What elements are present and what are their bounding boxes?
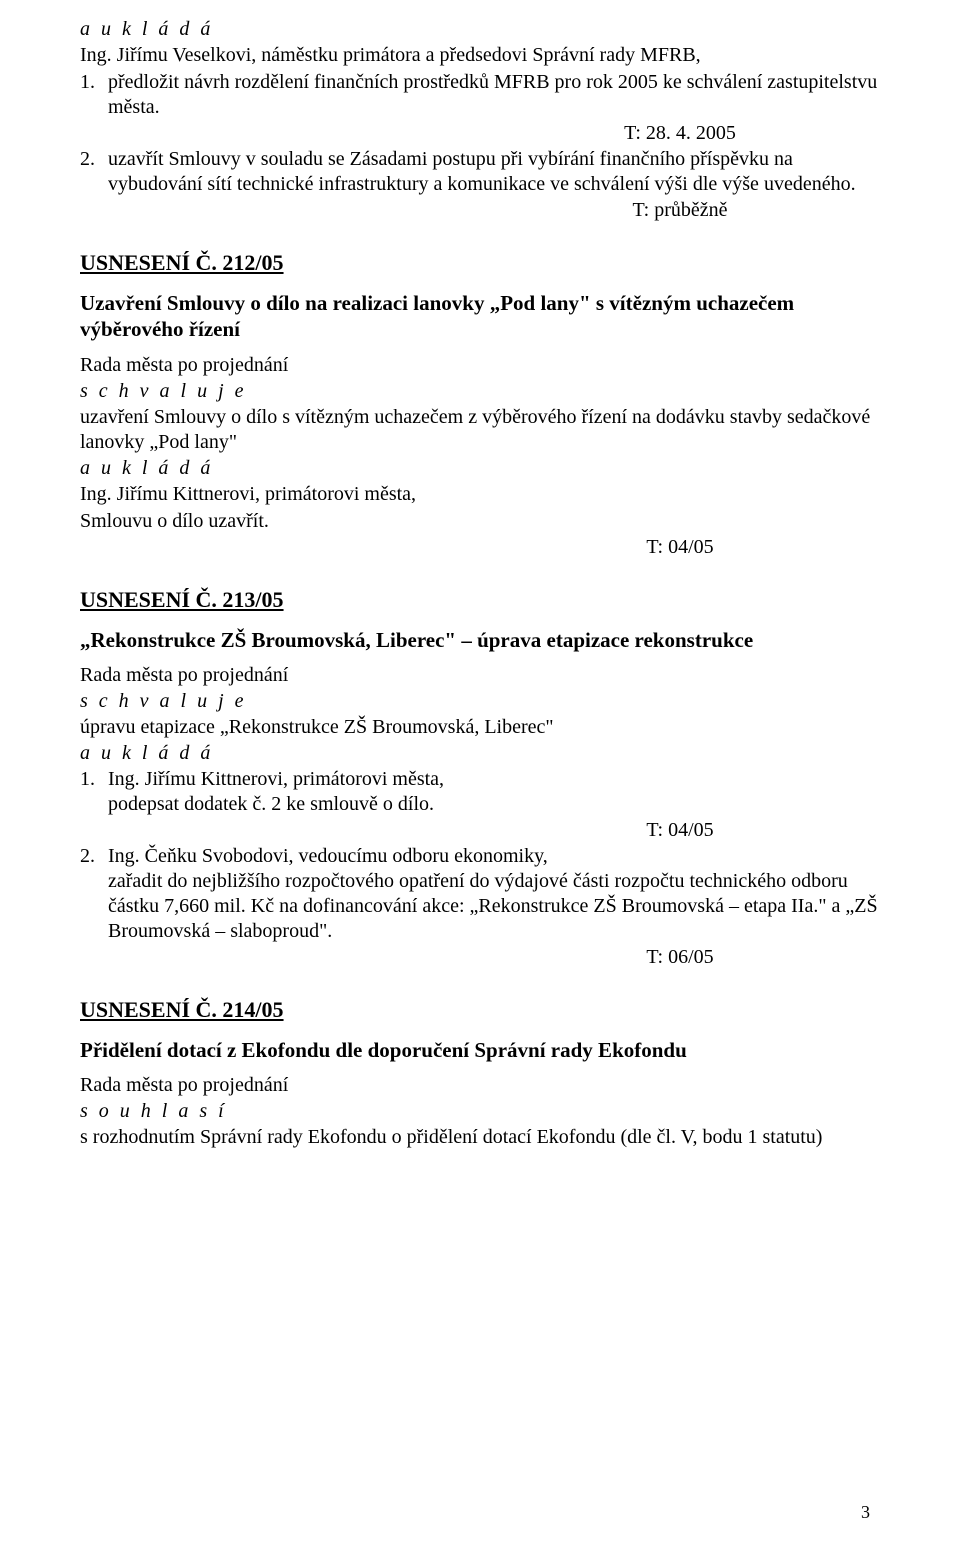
res213-item1: 1. Ing. Jiřímu Kittnerovi, primátorovi m…	[80, 767, 880, 817]
schvaluje-label: s c h v a l u j e	[80, 690, 880, 713]
document-page: a u k l á d á Ing. Jiřímu Veselkovi, nám…	[0, 0, 960, 1543]
top-line1: Ing. Jiřímu Veselkovi, náměstku primátor…	[80, 43, 880, 68]
resolution-title-213: „Rekonstrukce ZŠ Broumovská, Liberec" – …	[80, 627, 880, 653]
res212-body1: uzavření Smlouvy o dílo s vítězným uchaz…	[80, 405, 880, 455]
item-number: 2.	[80, 844, 108, 944]
resolution-heading-213: USNESENÍ Č. 213/05	[80, 587, 880, 613]
souhlasi-label: s o u h l a s í	[80, 1100, 880, 1123]
res212-body2b: Smlouvu o dílo uzavřít.	[80, 509, 880, 534]
res214-body1: s rozhodnutím Správní rady Ekofondu o př…	[80, 1125, 880, 1150]
deadline: T: 04/05	[80, 819, 880, 842]
item-text: předložit návrh rozdělení finančních pro…	[108, 70, 880, 120]
deadline: T: 28. 4. 2005	[80, 122, 880, 145]
top-item1: 1. předložit návrh rozdělení finančních …	[80, 70, 880, 120]
res212-body2a: Ing. Jiřímu Kittnerovi, primátorovi měst…	[80, 482, 880, 507]
rada-label: Rada města po projednání	[80, 1073, 880, 1098]
item-text: Ing. Čeňku Svobodovi, vedoucímu odboru e…	[108, 844, 880, 944]
item-line: zařadit do nejbližšího rozpočtového opat…	[108, 869, 880, 944]
auklada-label: a u k l á d á	[80, 457, 880, 480]
deadline: T: 06/05	[80, 946, 880, 969]
page-number: 3	[861, 1502, 870, 1523]
deadline: T: 04/05	[80, 536, 880, 559]
schvaluje-label: s c h v a l u j e	[80, 380, 880, 403]
resolution-heading-212: USNESENÍ Č. 212/05	[80, 250, 880, 276]
item-line: podepsat dodatek č. 2 ke smlouvě o dílo.	[108, 792, 880, 817]
item-line: Ing. Jiřímu Kittnerovi, primátorovi měst…	[108, 767, 880, 792]
item-text: uzavřít Smlouvy v souladu se Zásadami po…	[108, 147, 880, 197]
res213-body1: úpravu etapizace „Rekonstrukce ZŠ Broumo…	[80, 715, 880, 740]
resolution-title-212: Uzavření Smlouvy o dílo na realizaci lan…	[80, 290, 880, 343]
auklada-label: a u k l á d á	[80, 18, 880, 41]
auklada-label: a u k l á d á	[80, 742, 880, 765]
item-text: Ing. Jiřímu Kittnerovi, primátorovi měst…	[108, 767, 880, 817]
rada-label: Rada města po projednání	[80, 353, 880, 378]
rada-label: Rada města po projednání	[80, 663, 880, 688]
res213-item2: 2. Ing. Čeňku Svobodovi, vedoucímu odbor…	[80, 844, 880, 944]
resolution-title-214: Přidělení dotací z Ekofondu dle doporuče…	[80, 1037, 880, 1063]
item-number: 1.	[80, 767, 108, 817]
item-number: 1.	[80, 70, 108, 120]
item-number: 2.	[80, 147, 108, 197]
item-line: Ing. Čeňku Svobodovi, vedoucímu odboru e…	[108, 844, 880, 869]
deadline: T: průběžně	[80, 199, 880, 222]
top-item2: 2. uzavřít Smlouvy v souladu se Zásadami…	[80, 147, 880, 197]
resolution-heading-214: USNESENÍ Č. 214/05	[80, 997, 880, 1023]
